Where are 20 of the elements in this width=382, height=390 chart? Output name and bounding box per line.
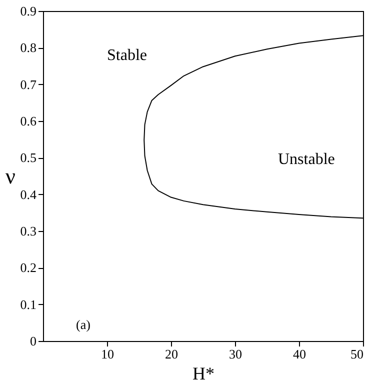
x-tick-label: 30 — [229, 346, 242, 362]
annotation: Stable — [107, 47, 147, 64]
y-tick-label: 0.1 — [20, 296, 36, 312]
y-tick-label: 0.6 — [20, 114, 37, 128]
y-tick-label: 0.8 — [20, 40, 36, 56]
x-tick-label: 50 — [350, 346, 364, 362]
annotation: Unstable — [278, 151, 335, 168]
y-tick-label: 0.3 — [20, 224, 36, 238]
y-tick-label: 0.7 — [20, 76, 37, 92]
y-tick-label: 0.9 — [20, 4, 36, 18]
x-tick-label: 40 — [293, 346, 306, 362]
y-tick-label: 0.5 — [20, 150, 36, 166]
x-tick-label: 10 — [101, 346, 114, 362]
x-axis-title: H* — [192, 364, 214, 384]
y-tick-label: 0 — [30, 334, 36, 348]
x-tick-label: 20 — [165, 346, 178, 362]
y-tick-label: 0.2 — [20, 260, 36, 276]
y-axis-title: ν — [6, 164, 16, 188]
y-tick-label: 0.4 — [20, 186, 37, 202]
annotation: (a) — [76, 317, 90, 332]
